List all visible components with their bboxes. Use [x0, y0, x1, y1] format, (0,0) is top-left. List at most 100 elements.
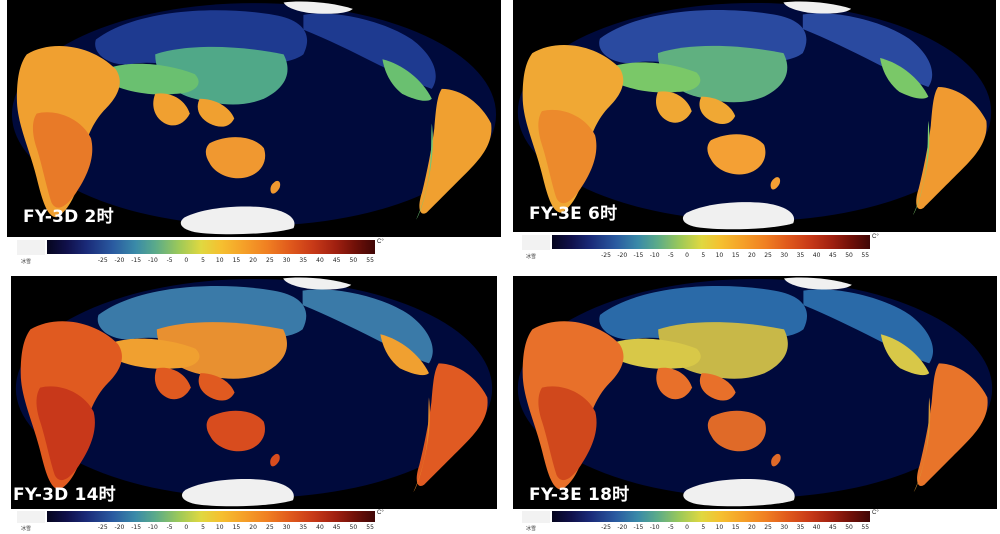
tick-label: -20	[617, 252, 628, 259]
tick-label: -10	[649, 524, 660, 531]
colorbar	[552, 235, 870, 249]
tick-label: 50	[349, 257, 358, 264]
temperature-map-18h	[517, 277, 993, 507]
tick-label: 50	[845, 252, 853, 259]
map-fy3e-6h: FY-3E 6时	[513, 0, 996, 232]
tick-label: -5	[166, 524, 173, 531]
tick-label: -15	[131, 524, 142, 531]
tick-label: 10	[215, 257, 224, 264]
tick-label: -25	[97, 257, 108, 264]
colorbar	[47, 511, 375, 522]
tick-label: 45	[332, 257, 341, 264]
arctic-ice	[283, 1, 353, 14]
tick-label: 35	[299, 524, 308, 531]
land-region	[197, 98, 235, 127]
tick-label: 40	[812, 524, 821, 531]
tick-label: -25	[97, 524, 108, 531]
legend-fy3e-6h: 冰雪 C° -25 -20 -15 -10 -5 0 5 10 15 20 25 30 35 40 45 50…	[522, 234, 887, 263]
tick-label: 15	[731, 252, 740, 259]
land-region	[36, 386, 95, 481]
tick-label: 5	[701, 524, 706, 531]
tick-label: 30	[282, 524, 291, 531]
tick-label: 55	[861, 252, 870, 259]
land-region	[413, 397, 430, 493]
arctic-ice	[784, 277, 852, 290]
tick-label: 10	[215, 524, 224, 531]
map-label-fy3e-18h: FY-3E 18时	[529, 485, 630, 505]
tick-label: -25	[601, 524, 611, 531]
land-region	[270, 180, 281, 194]
land-region	[880, 334, 930, 376]
land-region	[880, 58, 929, 99]
land-region	[382, 59, 432, 101]
tick-label: 5	[201, 524, 205, 531]
land-region	[198, 373, 235, 401]
tick-label: 45	[332, 524, 341, 531]
tick-label: 25	[266, 524, 274, 531]
tick-label: 40	[316, 524, 324, 531]
land-region	[607, 62, 701, 93]
ice-swatch	[522, 511, 550, 523]
tick-label: 50	[845, 524, 853, 531]
map-label-fy3d-14h: FY-3D 14时	[13, 485, 116, 505]
unit-label: C°	[872, 234, 879, 240]
unit-label: C°	[377, 239, 384, 245]
tick-label: 55	[861, 524, 870, 531]
tick-label: 15	[731, 524, 740, 531]
tick-label: 15	[232, 524, 241, 531]
tick-label: 35	[796, 524, 805, 531]
ice-swatch	[17, 511, 45, 523]
tick-label: 5	[701, 252, 706, 259]
map-fy3d-14h: FY-3D 14时	[11, 276, 497, 509]
ice-label: 冰雪	[21, 526, 32, 532]
tick-label: 5	[201, 257, 205, 264]
land-region	[419, 88, 492, 214]
temperature-map-2h	[11, 1, 497, 235]
tick-label: 0	[184, 257, 189, 264]
legend-fy3e-18h: 冰雪 C° -25 -20 -15 -10 -5 0 5 10 15 20 25 30 35 40 45 50…	[522, 510, 887, 534]
antarctica-ice	[683, 478, 795, 507]
unit-label: C°	[872, 510, 879, 516]
land-region	[416, 123, 433, 220]
tick-label: 0	[184, 524, 189, 531]
land-masses	[522, 1, 987, 230]
land-region	[771, 453, 781, 467]
land-region	[699, 373, 736, 401]
tick-label: -15	[131, 257, 142, 264]
tick-label: 0	[685, 524, 689, 531]
land-region	[656, 91, 692, 123]
land-region	[707, 410, 766, 452]
tick-label: -10	[649, 252, 660, 259]
tick-label: -25	[601, 252, 611, 259]
land-region	[707, 134, 766, 175]
legend-fy3d-2h: 冰雪 C° -25 -20 -15 -10 -5 0 5 10 15 20 25 30 35 40 45 50…	[17, 239, 384, 268]
colorbar	[552, 511, 870, 522]
antarctica-ice	[682, 202, 795, 230]
tick-label: 55	[366, 524, 374, 531]
tick-label: 25	[266, 257, 274, 264]
land-region	[538, 109, 597, 204]
tick-label: -5	[667, 252, 674, 259]
temperature-map-6h	[517, 1, 992, 230]
temperature-map-14h	[15, 277, 493, 507]
land-region	[916, 87, 987, 210]
ice-label: 冰雪	[526, 254, 537, 260]
map-label-fy3e-6h: FY-3E 6时	[529, 204, 618, 224]
tick-label: -10	[147, 257, 158, 264]
land-region	[154, 367, 191, 400]
land-region	[153, 93, 190, 126]
ice-swatch	[522, 235, 550, 250]
land-region	[607, 338, 701, 369]
map-fy3d-2h: FY-3D 2时	[7, 0, 501, 237]
tick-label: -20	[114, 524, 125, 531]
unit-label: C°	[377, 510, 384, 516]
land-region	[380, 334, 429, 376]
land-masses	[16, 1, 492, 235]
land-region	[270, 453, 280, 467]
land-region	[770, 177, 781, 190]
land-region	[206, 410, 265, 452]
tick-label: -5	[166, 257, 173, 264]
land-masses	[20, 277, 488, 507]
tick-label: 55	[366, 257, 374, 264]
tick-label: 15	[232, 257, 241, 264]
